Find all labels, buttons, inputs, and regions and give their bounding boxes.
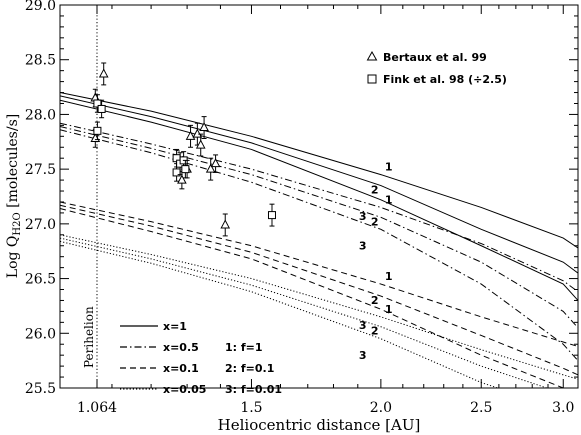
marker-triangle-11 xyxy=(220,213,231,237)
y-tick-label: 29.0 xyxy=(25,0,56,14)
marker-triangle-9 xyxy=(205,157,216,181)
marker-triangle-8 xyxy=(199,116,209,140)
y-axis-title-rest: [molecules/s] xyxy=(5,114,21,213)
legend-f-label: 1: f=1 xyxy=(225,341,263,354)
curve-label-x-0-5-f1: 1 xyxy=(385,193,393,206)
curve-x-1-f3 xyxy=(60,99,578,301)
curve-x-0-5-f2 xyxy=(60,125,578,329)
y-tick-label: 26.5 xyxy=(25,272,56,288)
y-tick-label: 27.0 xyxy=(25,217,56,233)
x-tick-label: 1.5 xyxy=(240,400,262,416)
legend-line-label: x=1 xyxy=(163,320,187,333)
marker-square-8 xyxy=(267,203,276,227)
legend-f-label: 2: f=0.1 xyxy=(225,362,274,375)
marker-square-7 xyxy=(181,159,190,179)
legend-line-label: x=0.1 xyxy=(163,362,199,375)
curve-label-x-0-05-f3: 3 xyxy=(359,349,367,362)
x-tick-label: 2.5 xyxy=(470,400,492,416)
marker-square-2 xyxy=(93,121,102,141)
y-axis-title: Log QH2O [molecules/s] xyxy=(5,114,23,278)
x-tick-label: 1.064 xyxy=(77,400,117,416)
marker-square-1 xyxy=(97,99,106,119)
observation-legend: Bertaux et al. 99 Fink et al. 98 (÷2.5) xyxy=(366,50,507,86)
marker-triangle-7 xyxy=(195,133,206,157)
curve-x-1-f2 xyxy=(60,95,578,274)
y-tick-label: 28.5 xyxy=(25,53,56,69)
curve-label-x-0-5-f2: 2 xyxy=(371,215,379,228)
y-axis-ticks: 25.5 26.0 26.5 27.0 27.5 28.0 28.5 29.0 xyxy=(25,0,578,397)
curve-label-x-0-05-f1: 1 xyxy=(385,303,393,316)
legend-line-label: x=0.5 xyxy=(163,341,199,354)
curve-label-x-0-1-f1: 1 xyxy=(385,270,393,283)
x-axis-title: Heliocentric distance [AU] xyxy=(218,416,421,434)
legend-label-triangle: Bertaux et al. 99 xyxy=(383,51,487,64)
legend-label-square: Fink et al. 98 (÷2.5) xyxy=(383,73,507,86)
curve-label-x-1-f3: 3 xyxy=(359,210,367,223)
curve-x-0-05-f1 xyxy=(60,234,578,380)
curve-x-0-1-f2 xyxy=(60,204,578,376)
y-axis-title-sub: H2O xyxy=(12,212,23,235)
legend-square-marker xyxy=(367,74,377,84)
y-tick-label: 25.5 xyxy=(25,381,56,397)
y-axis-title-main: Log Q xyxy=(5,236,21,279)
curve-label-x-0-5-f3: 3 xyxy=(359,239,367,252)
legend-line-label: x=0.05 xyxy=(163,383,206,396)
curve-label-x-1-f2: 2 xyxy=(371,184,379,197)
marker-square-0 xyxy=(93,94,102,113)
observation-markers xyxy=(90,62,276,237)
marker-triangle-2 xyxy=(98,62,109,86)
curve-x-0-1-f3 xyxy=(60,208,565,388)
model-curves xyxy=(60,92,578,388)
x-tick-label: 2.0 xyxy=(370,400,392,416)
curve-label-x-1-f1: 1 xyxy=(385,161,393,174)
x-axis-ticks: 1.064 1.5 2.0 2.5 3.0 xyxy=(77,5,574,416)
curve-x-0-5-f3 xyxy=(60,129,578,361)
plot-frame xyxy=(59,4,579,389)
curve-x-0-1-f1 xyxy=(60,201,578,347)
curve-x-0-5-f1 xyxy=(60,122,578,293)
y-tick-label: 26.0 xyxy=(25,326,56,342)
curve-x-0-05-f2 xyxy=(60,237,549,388)
y-tick-label: 28.0 xyxy=(25,107,56,123)
curve-label-x-0-05-f2: 2 xyxy=(371,325,379,338)
curve-x-1-f1 xyxy=(60,92,578,249)
x-tick-label: 3.0 xyxy=(552,400,574,416)
legend-triangle-marker xyxy=(366,50,378,61)
curve-x-0-05-f3 xyxy=(60,240,500,388)
line-style-legend: x=1 x=0.5 x=0.1 x=0.05 1: f=1 2: f=0.1 3: f=0.… xyxy=(120,320,282,396)
perihelion-label: Perihelion xyxy=(82,306,96,368)
marker-triangle-10 xyxy=(210,154,221,173)
curve-label-x-0-1-f2: 2 xyxy=(371,294,379,307)
legend-f-label: 3: f=0.01 xyxy=(225,383,282,396)
marker-triangle-5 xyxy=(185,124,196,148)
y-tick-label: 27.5 xyxy=(25,162,56,178)
curve-label-x-0-1-f3: 3 xyxy=(359,319,367,332)
